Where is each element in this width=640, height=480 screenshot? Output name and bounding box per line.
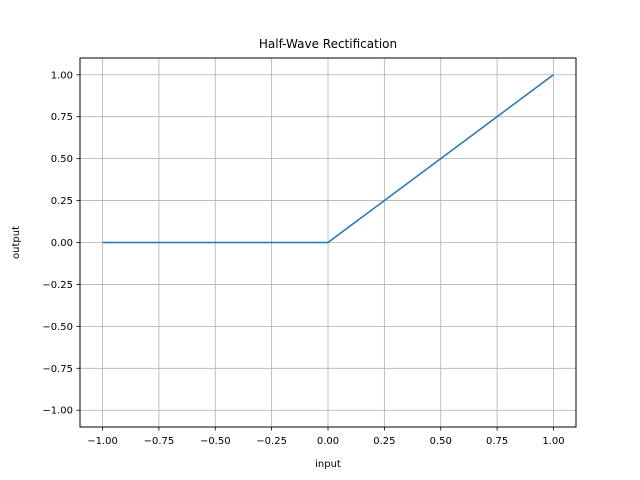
x-tick-label: 0.00 xyxy=(317,436,339,447)
x-tick-label: −0.25 xyxy=(256,436,287,447)
y-tick-label: −0.50 xyxy=(42,322,73,333)
x-tick-label: −0.50 xyxy=(200,436,231,447)
y-axis: −1.00 −0.75 −0.50 −0.25 0.00 0.25 0.50 0.75 1.00 xyxy=(42,70,80,417)
x-tick-label: −1.00 xyxy=(87,436,118,447)
x-tick-label: 0.25 xyxy=(373,436,395,447)
y-tick-label: −0.75 xyxy=(42,364,73,375)
x-tick-label: 0.50 xyxy=(430,436,452,447)
chart-title: Half-Wave Rectification xyxy=(259,37,397,51)
y-tick-label: 0.75 xyxy=(51,112,73,123)
y-tick-label: 0.50 xyxy=(51,154,73,165)
y-tick-label: 0.00 xyxy=(51,238,73,249)
y-tick-label: 1.00 xyxy=(51,70,73,81)
y-tick-label: 0.25 xyxy=(51,196,73,207)
x-tick-label: −0.75 xyxy=(144,436,175,447)
y-tick-label: −0.25 xyxy=(42,280,73,291)
series-line xyxy=(102,74,554,244)
x-axis-label: input xyxy=(315,459,341,470)
x-axis: −1.00 −0.75 −0.50 −0.25 0.00 0.25 0.50 0.75 1.00 xyxy=(87,427,565,447)
x-tick-label: 1.00 xyxy=(542,436,564,447)
y-tick-label: −1.00 xyxy=(42,406,73,417)
x-tick-label: 0.75 xyxy=(486,436,508,447)
plot-area xyxy=(102,74,554,244)
y-axis-label: output xyxy=(11,226,22,259)
